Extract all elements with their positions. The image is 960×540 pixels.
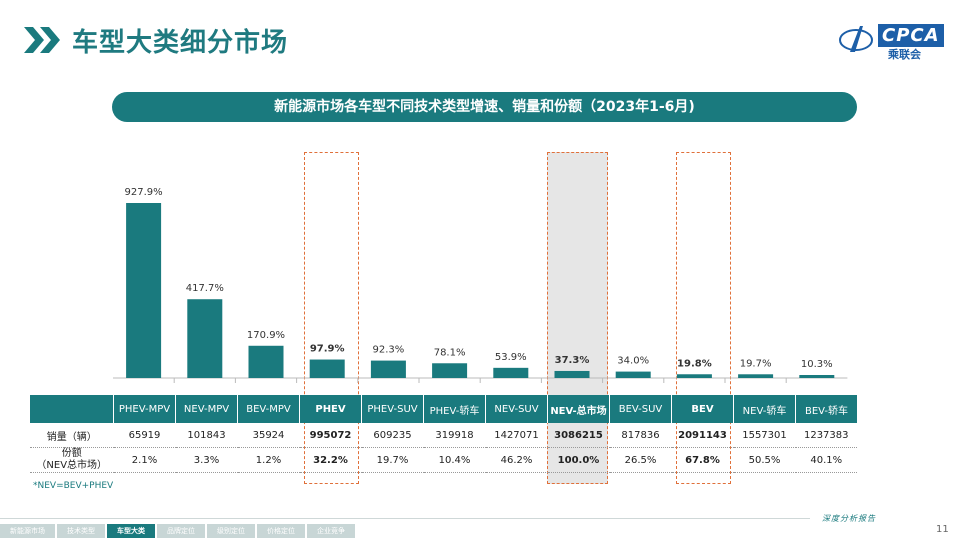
table-header-NEV-轿车: NEV-轿车 [733,395,796,423]
header: 车型大类细分市场 CPCA 乘联会 [0,0,960,70]
bar-NEV-轿车 [738,374,774,378]
table-cell: 319918 [423,423,486,448]
nav-item-车型大类[interactable]: 车型大类 [107,524,155,538]
data-label-BEV-MPV: 170.9% [247,330,285,341]
table-cell: 10.4% [423,447,486,473]
bar-PHEV-轿车 [432,363,468,378]
table-header-BEV-SUV: BEV-SUV [609,395,672,423]
chart-banner-title: 新能源市场各车型不同技术类型增速、销量和份额（2023年1-6月) [112,92,857,122]
highlight-box-phev [304,152,359,484]
bar-chart: 927.9% 417.7% 170.9% 97.9% 92.3% 78.1% 53.9% 37… [113,187,848,383]
nav-item-技术类型[interactable]: 技术类型 [57,524,105,538]
table-header-BEV-轿车: BEV-轿车 [795,395,857,423]
table-cell: 1427071 [485,423,548,448]
table-cell: 3086215 [547,423,610,448]
data-label-PHEV-MPV: 927.9% [125,187,163,198]
table-cell: 32.2% [299,447,362,473]
row-label: 份额 （NEV总市场） [30,447,114,473]
table-header-BEV-MPV: BEV-MPV [237,395,300,423]
table-cell: 40.1% [795,447,857,473]
table-cell: 101843 [175,423,238,448]
data-label-BEV-轿车: 10.3% [801,359,833,370]
footer-divider [0,518,810,519]
table-cell: 67.8% [671,447,734,473]
nav-item-企业竞争[interactable]: 企业竞争 [307,524,355,538]
table-cell: 2.1% [113,447,176,473]
table-header-row: PHEV-MPV NEV-MPV BEV-MPV PHEV PHEV-SUV PHEV-轿… [30,395,857,423]
cpca-logo-icon [839,26,873,52]
signature-text: 深度分析报告 [822,514,876,523]
page-title: 车型大类细分市场 [72,28,289,58]
highlight-box-bev [676,152,731,484]
table-header-PHEV: PHEV [299,395,362,423]
table-cell: 1237383 [795,423,857,448]
data-table: PHEV-MPV NEV-MPV BEV-MPV PHEV PHEV-SUV PHEV-轿… [30,395,857,473]
nav-item-品牌定位[interactable]: 品牌定位 [157,524,205,538]
table-row-sales: 销量（辆） 65919 101843 35924 995072 609235 319918… [30,423,857,448]
table-cell: 50.5% [733,447,796,473]
bar-BEV-轿车 [799,375,835,378]
data-label-NEV-总市场: 37.3% [555,355,590,366]
data-label-BEV-SUV: 34.0% [617,356,649,367]
data-label-NEV-MPV: 417.7% [186,283,224,294]
table-cell: 2091143 [671,423,734,448]
bar-PHEV [309,359,345,378]
bar-BEV-SUV [615,371,651,378]
table-header-PHEV-轿车: PHEV-轿车 [423,395,486,423]
footnote: *NEV=BEV+PHEV [33,481,114,491]
table-cell: 19.7% [361,447,424,473]
logo-text: CPCA [878,24,944,47]
table-header-PHEV-MPV: PHEV-MPV [113,395,176,423]
data-label-NEV-轿车: 19.7% [740,358,772,369]
table-cell: 817836 [609,423,672,448]
table-cell: 1.2% [237,447,300,473]
table-cell: 100.0% [547,447,610,473]
bar-PHEV-SUV [370,360,406,378]
chevron-right-icon [24,27,60,53]
bar-NEV-总市场 [554,370,590,378]
table-cell: 65919 [113,423,176,448]
data-label-BEV: 19.8% [677,358,712,369]
logo-subtext: 乘联会 [888,48,921,61]
data-label-PHEV: 97.9% [310,344,345,355]
table-cell: 35924 [237,423,300,448]
bar-PHEV-MPV [126,203,162,378]
nav-item-级别定位[interactable]: 级别定位 [207,524,255,538]
table-header-BEV: BEV [671,395,734,423]
table-cell: 26.5% [609,447,672,473]
table-header-NEV-MPV: NEV-MPV [175,395,238,423]
table-header-NEV-总市场: NEV-总市场 [547,395,610,423]
table-cell: 3.3% [175,447,238,473]
nav-item-新能源市场[interactable]: 新能源市场 [0,524,55,538]
table-cell: 46.2% [485,447,548,473]
bar-BEV [676,374,712,378]
table-cell: 1557301 [733,423,796,448]
bar-NEV-SUV [493,367,529,378]
data-label-PHEV-轿车: 78.1% [434,347,466,358]
table-header-NEV-SUV: NEV-SUV [485,395,548,423]
bar-BEV-MPV [248,345,284,378]
table-cell: 609235 [361,423,424,448]
section-nav: 新能源市场 技术类型 车型大类 品牌定位 级别定位 价格定位 企业竞争 [0,524,357,538]
table-cell: 995072 [299,423,362,448]
page-number: 11 [936,524,949,535]
table-row-share: 份额 （NEV总市场） 2.1% 3.3% 1.2% 32.2% 19.7% 10.4% 46… [30,447,857,473]
table-header-PHEV-SUV: PHEV-SUV [361,395,424,423]
bar-NEV-MPV [187,299,223,378]
row-label: 销量（辆） [30,423,114,448]
data-label-NEV-SUV: 53.9% [495,352,527,363]
data-label-PHEV-SUV: 92.3% [373,345,405,356]
nav-item-价格定位[interactable]: 价格定位 [257,524,305,538]
table-header-corner [30,395,114,423]
